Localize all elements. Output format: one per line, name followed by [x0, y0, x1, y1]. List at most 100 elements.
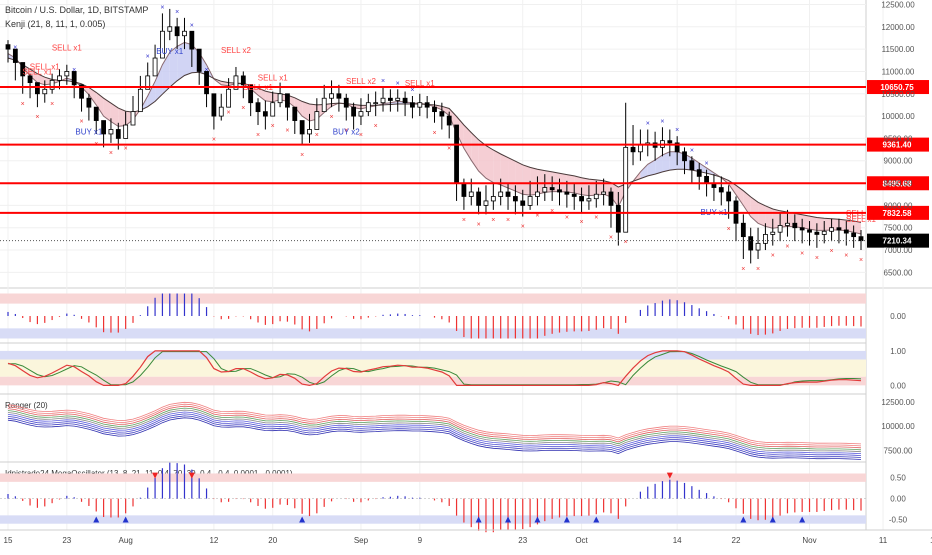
candle-body [763, 234, 768, 244]
candle-body [270, 102, 276, 117]
buy-marker: × [675, 127, 679, 134]
candle-body [814, 231, 820, 235]
ma-cloud-segment [588, 179, 597, 196]
price-candle [262, 100, 268, 130]
candle-body [535, 191, 540, 197]
buy-marker: × [190, 22, 194, 29]
signal-label: SELL x1 [30, 62, 60, 71]
candle-body [292, 106, 298, 121]
candle-body [373, 102, 379, 105]
candle-body [351, 106, 357, 117]
price-candle [777, 212, 783, 242]
price-candle [204, 71, 209, 108]
ma-cloud-segment [552, 171, 560, 192]
candle-body [557, 189, 562, 193]
price-candle [593, 180, 599, 208]
time-tick-label: Sep [354, 536, 369, 545]
price-tick-label: 6500.00 [884, 268, 913, 277]
candle-body [799, 227, 805, 231]
price-candle [623, 102, 629, 233]
price-candle [314, 98, 320, 130]
price-tick-label: 7000.00 [884, 246, 913, 255]
candle-body [64, 71, 70, 77]
ma-cloud-segment [184, 42, 192, 76]
price-candle [814, 223, 820, 248]
candle-body [630, 146, 636, 153]
price-candle [152, 44, 158, 77]
buy-marker: × [381, 78, 385, 85]
price-candle [299, 120, 305, 146]
candle-body [468, 191, 474, 197]
price-candle [108, 118, 114, 143]
sell-marker: × [565, 215, 569, 222]
sell-marker: × [521, 224, 525, 231]
sell-marker: × [227, 110, 231, 117]
price-tick-label: 8500.00 [884, 179, 913, 188]
candle-body [248, 84, 254, 104]
price-candle [755, 227, 761, 259]
candle-body [461, 182, 467, 197]
candle-body [821, 230, 827, 235]
sell-marker: × [609, 235, 613, 242]
price-candle [505, 183, 511, 210]
signal-label: SELL x1 [258, 74, 288, 83]
buy-marker: × [13, 45, 17, 52]
candle-body [240, 75, 246, 86]
buy-marker: × [410, 87, 414, 94]
candle-body [608, 191, 614, 206]
price-candle [329, 80, 334, 108]
price-candle [785, 209, 790, 237]
signal-label: BUY x2 [333, 128, 361, 137]
price-candle [851, 225, 857, 248]
ma-cloud-segment [735, 185, 744, 206]
sell-marker: × [50, 101, 54, 108]
signal-label: BUY x1 [75, 128, 103, 137]
candle-body [262, 111, 268, 117]
candle-body [49, 79, 55, 90]
candle-body [101, 120, 106, 135]
price-tick-label: 10000.00 [881, 112, 915, 121]
price-candle [799, 218, 805, 244]
tdi-upper-band [0, 350, 866, 360]
ma-cloud-segment [500, 154, 509, 188]
candle-body [446, 115, 452, 126]
ma-cloud-segment [177, 42, 185, 81]
price-candle [792, 214, 798, 242]
candle-body [277, 93, 283, 104]
price-candle [321, 84, 327, 113]
ma-cloud-segment [846, 220, 854, 233]
candle-body [71, 71, 77, 86]
price-candle [660, 127, 665, 157]
candle-body [490, 196, 496, 202]
price-candle [571, 183, 577, 210]
candle-body [505, 191, 511, 197]
ma-cloud-segment [485, 145, 494, 183]
price-candle [490, 183, 496, 210]
candle-body [115, 129, 121, 139]
ma-cloud-segment [103, 98, 111, 122]
ma-cloud-segment [162, 52, 170, 95]
level-price-label: 7832.58 [883, 209, 912, 218]
sell-marker: × [21, 101, 25, 108]
candle-body [593, 193, 599, 200]
sell-marker: × [491, 217, 495, 224]
price-candle [512, 185, 518, 215]
indicator-pane-tdi: TDI (13, 21) [0, 350, 866, 395]
sell-marker: × [330, 114, 334, 121]
price-candle [226, 78, 232, 108]
sell-marker: × [771, 253, 775, 260]
time-tick-label: Oct [575, 536, 588, 545]
price-candle [711, 174, 717, 201]
indicator-pane-msi: MSI (10) [0, 293, 866, 344]
price-candle [652, 131, 658, 161]
price-candle [167, 8, 173, 41]
mega-up-arrow [593, 516, 600, 523]
pane-tick-label: 7500.00 [884, 446, 913, 455]
buy-marker: × [660, 118, 664, 125]
level-price-label: 10650.75 [880, 83, 914, 92]
time-axis: 1523Aug1220Sep923Oct1422Nov111819Dec9 [0, 529, 932, 545]
price-tick-label: 9500.00 [884, 134, 913, 143]
ma-cloud-segment [816, 217, 825, 231]
candle-body [527, 196, 533, 206]
